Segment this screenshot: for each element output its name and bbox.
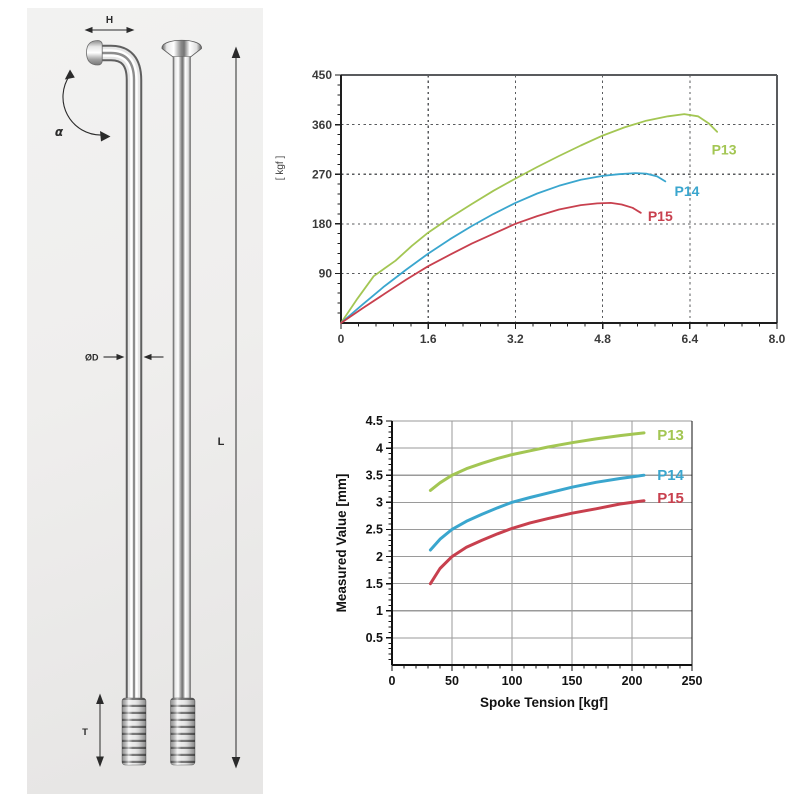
x-tick-label: 4.8 xyxy=(594,332,611,346)
jbend-spoke-illustration xyxy=(86,40,147,766)
y-tick-label: 2 xyxy=(376,550,383,564)
series-P14-label: P14 xyxy=(657,467,684,484)
x-tick-label: 1.6 xyxy=(420,332,437,346)
drawing-background-panel xyxy=(27,8,263,794)
spoke-threads xyxy=(170,697,196,766)
x-tick-label: 250 xyxy=(682,674,703,688)
x-axis-title: Spoke Tension [kgf] xyxy=(480,695,608,710)
x-tick-label: 8.0 xyxy=(769,332,786,346)
series-P15-curve xyxy=(340,201,642,324)
series-P13-curve xyxy=(340,113,719,324)
y-axis-title: Measured Value [mm] xyxy=(334,474,349,613)
y-tick-label: 4 xyxy=(376,441,383,455)
y-tick-label: 90 xyxy=(319,267,333,281)
straight-spoke-illustration xyxy=(161,39,202,766)
tension-curve-chart: 0 50 100 150 200 250 0.5 1 1.5 2 2.5 3 3.5 4 4.5 P13 P14… xyxy=(334,414,703,710)
dimension-diameter: ØD xyxy=(85,353,164,363)
series-P14-curve xyxy=(428,473,646,552)
dimension-l-label: L xyxy=(218,436,225,448)
series-P14-curve xyxy=(340,172,667,324)
y-tick-label: 3.5 xyxy=(366,468,383,482)
y-tick-label: 3 xyxy=(376,496,383,510)
dimension-h: H xyxy=(84,15,135,34)
dimension-alpha: α xyxy=(55,69,111,142)
dimension-t: T xyxy=(82,693,104,767)
y-tick-label: 1 xyxy=(376,604,383,618)
x-tick-label: 150 xyxy=(562,674,583,688)
y-tick-label: 4.5 xyxy=(366,414,383,428)
x-tick-label: 50 xyxy=(445,674,459,688)
x-tick-label: 0 xyxy=(389,674,396,688)
y-tick-label: 360 xyxy=(312,118,332,132)
series-P15-curve xyxy=(428,499,646,586)
series-P13-curve xyxy=(428,431,646,492)
y-tick-label: 0.5 xyxy=(366,631,383,645)
y-tick-label: 2.5 xyxy=(366,523,383,537)
series-P15-label: P15 xyxy=(657,490,684,507)
dimension-h-label: H xyxy=(106,15,113,26)
dimension-t-label: T xyxy=(82,727,88,738)
spoke-threads xyxy=(121,697,147,766)
x-tick-label: 0 xyxy=(338,332,345,346)
y-tick-label: 270 xyxy=(312,167,332,181)
dimension-l: L xyxy=(218,46,241,769)
dimension-diameter-label: ØD xyxy=(85,353,99,363)
spoke-head xyxy=(86,40,103,66)
y-tick-label: 1.5 xyxy=(366,577,383,591)
series-P15-label: P15 xyxy=(648,208,673,224)
x-tick-label: 100 xyxy=(502,674,523,688)
dimension-alpha-label: α xyxy=(55,125,64,139)
x-tick-label: 200 xyxy=(622,674,643,688)
x-tick-label: 3.2 xyxy=(507,332,524,346)
series-P14-label: P14 xyxy=(675,183,700,199)
y-tick-label: 180 xyxy=(312,217,332,231)
series-P13-label: P13 xyxy=(712,141,737,157)
y-axis-title: [ kgf ] xyxy=(275,156,286,181)
x-tick-label: 6.4 xyxy=(681,332,698,346)
y-tick-label: 450 xyxy=(312,68,332,82)
spoke-technical-drawing: H α ØD L T xyxy=(27,8,263,794)
series-P13-label: P13 xyxy=(657,427,684,444)
